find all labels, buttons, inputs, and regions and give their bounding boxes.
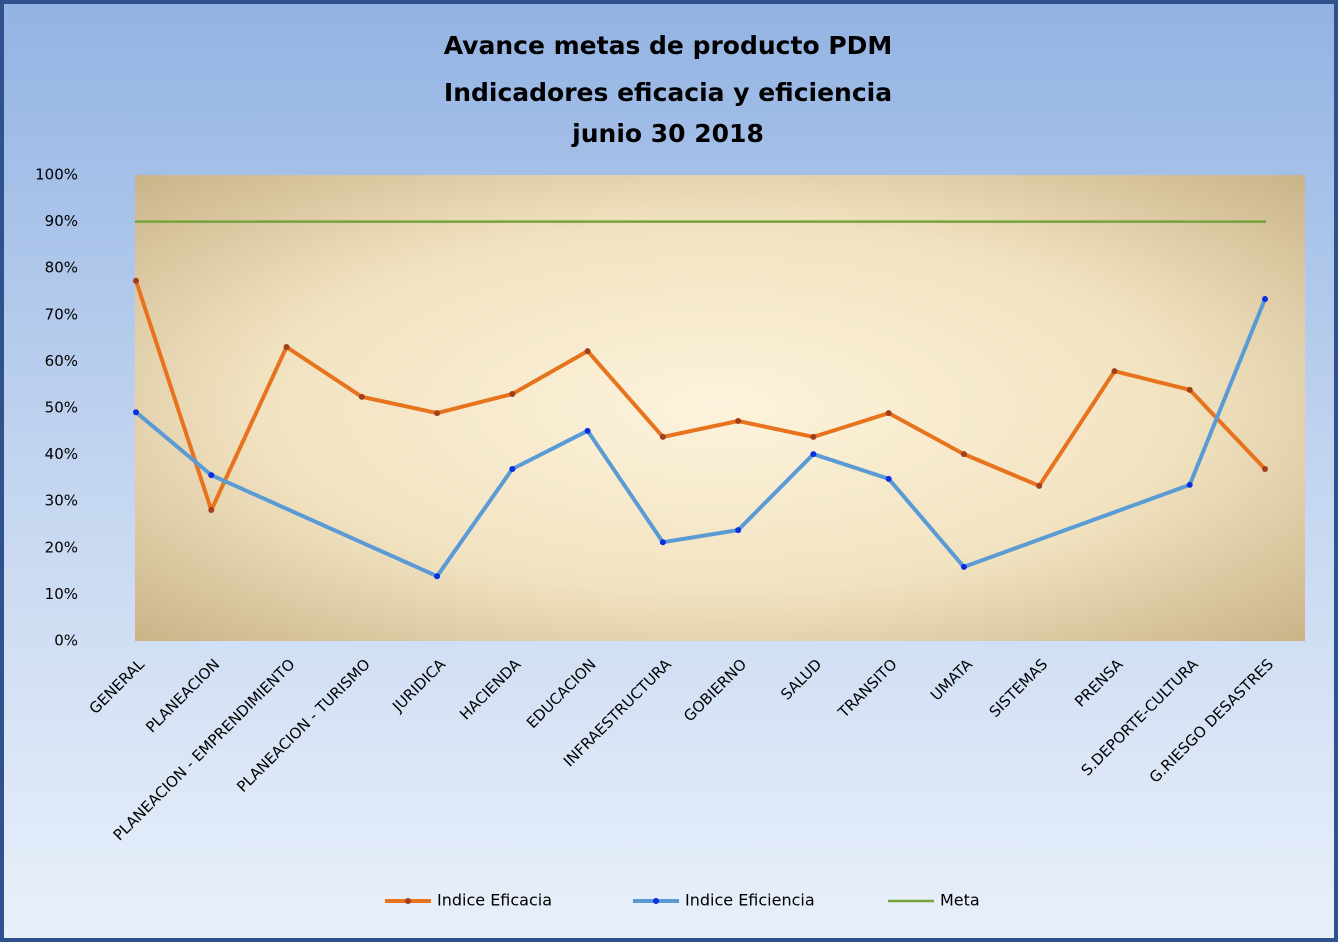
legend-label: Indice Eficiencia — [685, 891, 815, 910]
legend-label: Meta — [940, 891, 980, 910]
y-tick-label: 70% — [45, 305, 78, 323]
data-point — [509, 466, 516, 473]
data-point — [509, 391, 516, 398]
chart-title: Avance metas de producto PDM — [444, 31, 893, 60]
data-point — [584, 348, 591, 355]
data-point — [885, 475, 892, 482]
data-point — [735, 527, 742, 534]
data-point — [434, 573, 441, 580]
y-tick-label: 10% — [45, 585, 78, 603]
data-point — [208, 472, 215, 479]
data-point — [1186, 386, 1193, 393]
data-point — [1262, 466, 1268, 473]
chart-title: junio 30 2018 — [571, 119, 764, 148]
plot-area — [135, 175, 1305, 641]
legend-label: Indice Eficacia — [437, 891, 552, 910]
data-point — [735, 418, 742, 425]
y-tick-label: 30% — [45, 492, 78, 510]
series-line — [134, 278, 1267, 513]
data-point — [1262, 295, 1268, 302]
y-tick-label: 20% — [45, 538, 78, 556]
y-tick-label: 50% — [45, 399, 78, 417]
y-tick-label: 90% — [45, 212, 78, 230]
data-point — [810, 433, 817, 440]
data-point — [584, 427, 591, 434]
title-group: Avance metas de producto PDM Indicadores… — [444, 31, 893, 148]
y-tick-label: 100% — [35, 166, 78, 184]
series-line — [134, 297, 1267, 579]
data-point — [885, 410, 892, 417]
data-point — [1186, 481, 1193, 488]
data-point — [960, 563, 967, 570]
data-point — [1036, 482, 1043, 489]
data-point — [434, 410, 441, 417]
legend-marker — [653, 898, 659, 904]
data-point — [659, 433, 666, 440]
data-point — [208, 507, 215, 514]
y-tick-label: 60% — [45, 352, 78, 370]
data-point — [358, 393, 365, 400]
data-point — [810, 451, 817, 458]
chart-title: Indicadores eficacia y eficiencia — [444, 78, 892, 107]
y-tick-label: 80% — [45, 259, 78, 277]
legend-marker — [405, 898, 411, 904]
data-point — [659, 539, 666, 546]
data-point — [133, 277, 139, 284]
data-point — [960, 451, 967, 458]
data-point — [283, 343, 290, 350]
y-tick-label: 0% — [54, 632, 78, 650]
data-point — [1111, 368, 1118, 375]
data-point — [133, 409, 139, 416]
y-tick-label: 40% — [45, 445, 78, 463]
